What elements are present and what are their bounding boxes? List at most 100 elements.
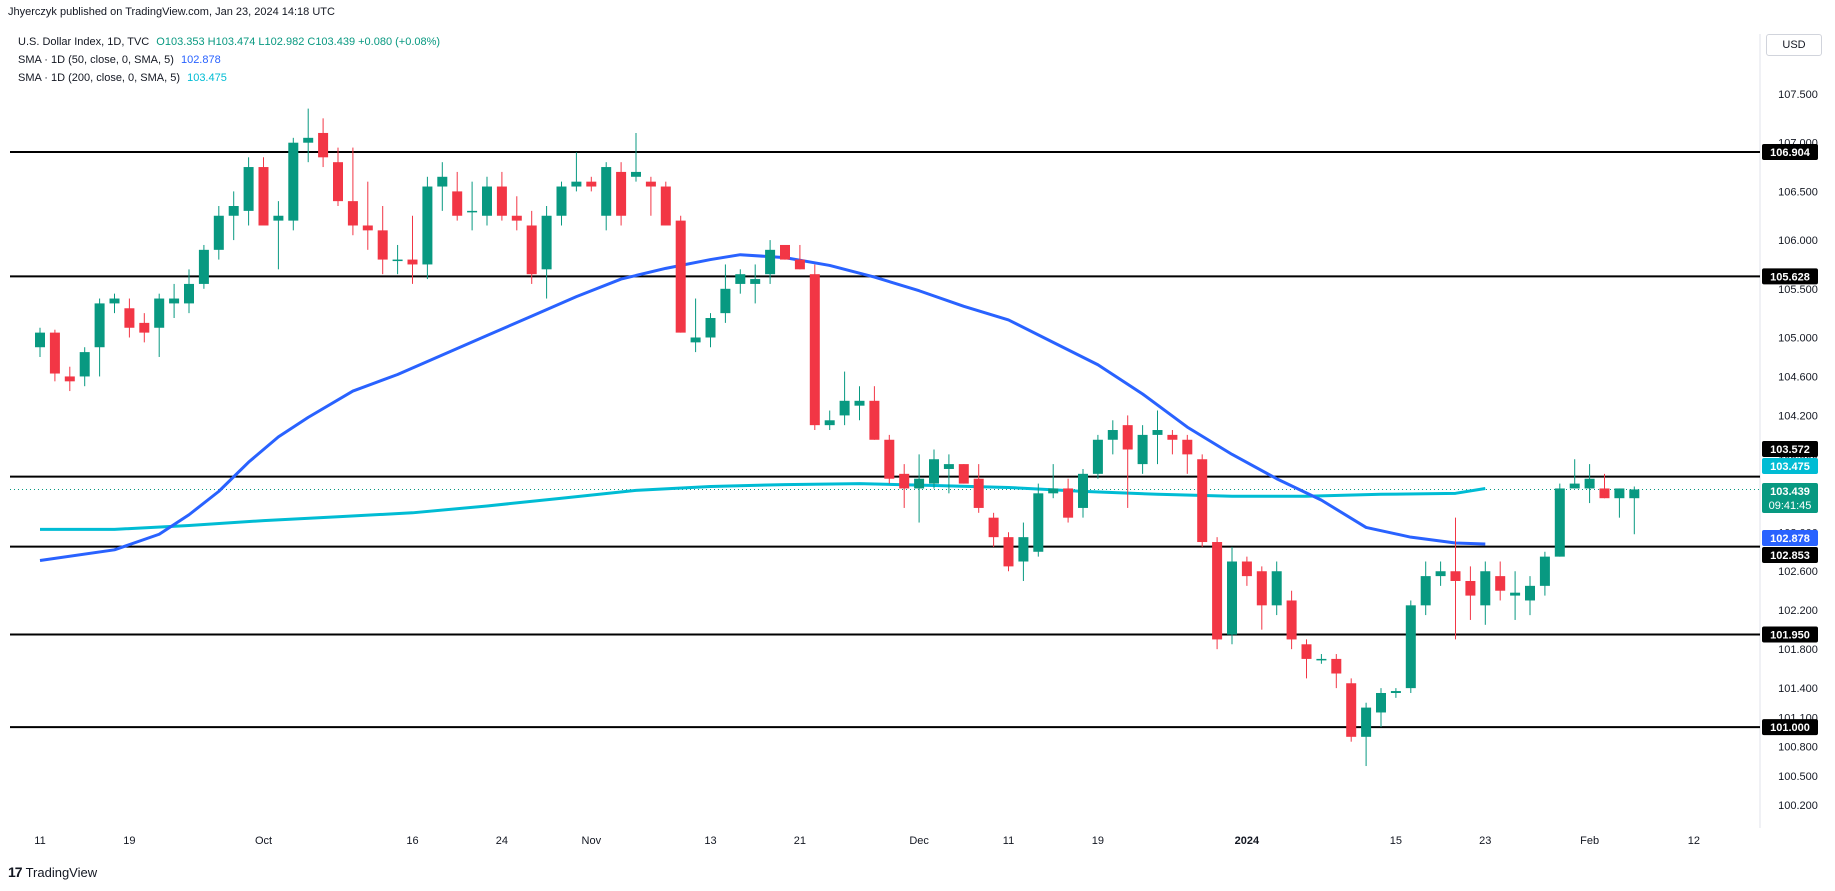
candle-72	[1107, 420, 1118, 455]
candle-1	[49, 329, 60, 382]
candle-24	[392, 244, 403, 275]
candle-body	[899, 473, 910, 489]
brand-name: TradingView	[25, 864, 98, 880]
candle-body	[422, 186, 433, 265]
candle-body	[914, 478, 925, 489]
price-label-text: 106.904	[1770, 147, 1811, 159]
candle-48	[750, 264, 761, 304]
candle-body	[1554, 488, 1565, 557]
candle-23	[377, 206, 388, 275]
candle-86	[1316, 654, 1327, 664]
sma200-value: 103.475	[187, 72, 227, 84]
candle-body	[1152, 430, 1163, 435]
footer-brand[interactable]: 17 TradingView	[8, 864, 97, 880]
candle-14	[243, 157, 254, 226]
candle-body	[824, 420, 835, 426]
y-tick-7: 104.200	[1778, 410, 1818, 422]
candle-43	[675, 215, 686, 333]
price-label-text: 103.475	[1770, 461, 1810, 473]
candle-107	[1629, 486, 1640, 535]
candle-77	[1182, 434, 1193, 474]
candle-79	[1212, 537, 1223, 650]
candle-34	[541, 206, 552, 299]
candle-65	[1003, 532, 1014, 572]
candle-body	[1405, 605, 1416, 689]
price-label-text: 105.628	[1770, 271, 1810, 283]
candle-body	[1569, 483, 1580, 489]
candle-body	[437, 176, 448, 187]
candle-body	[1614, 488, 1625, 499]
y-tick-12: 101.800	[1778, 644, 1818, 656]
candle-body	[1048, 488, 1059, 494]
candle-44	[690, 298, 701, 353]
tradingview-logo-icon: 17	[8, 864, 23, 880]
candle-body	[1167, 434, 1178, 440]
candle-38	[601, 162, 612, 231]
candle-body	[571, 181, 582, 187]
candle-body	[184, 283, 194, 304]
candle-10	[184, 269, 194, 314]
candle-73	[1122, 415, 1133, 508]
candle-body	[1197, 459, 1208, 543]
candle-body	[243, 167, 254, 211]
candle-body	[1539, 556, 1550, 586]
candle-88	[1346, 678, 1357, 742]
candle-96	[1465, 566, 1476, 620]
currency-button[interactable]: USD	[1766, 34, 1822, 56]
candle-body	[228, 206, 239, 216]
candle-53	[824, 410, 835, 431]
candle-9	[169, 283, 180, 319]
candle-41	[645, 176, 656, 216]
price-label-box	[1762, 626, 1818, 643]
sma50-label[interactable]: SMA · 1D (50, close, 0, SMA, 5)	[18, 54, 174, 66]
candle-body	[735, 274, 746, 284]
candle-body	[333, 162, 343, 202]
candle-body	[511, 215, 522, 221]
price-label-box	[1762, 458, 1818, 474]
candle-2	[64, 366, 75, 392]
candle-body	[1256, 571, 1267, 606]
sma200-label[interactable]: SMA · 1D (200, close, 0, SMA, 5)	[18, 72, 181, 84]
price-label-text: 103.439	[1770, 486, 1810, 498]
candle-59	[914, 454, 925, 523]
candle-body	[79, 352, 90, 377]
price-labels: 103.572 103.475 103.439 09:41:45 102.878 102.…	[1762, 144, 1818, 736]
candle-body	[601, 167, 612, 216]
candle-body	[809, 274, 820, 426]
candle-69	[1063, 478, 1074, 523]
price-label-5: 106.904	[1762, 144, 1818, 161]
candle-80	[1227, 546, 1237, 645]
candle-42	[660, 181, 671, 226]
candle-body	[1063, 488, 1074, 518]
candle-13	[228, 191, 239, 241]
symbol-name[interactable]: U.S. Dollar Index, 1D, TVC	[18, 36, 150, 48]
publish-header: Jhyerczyk published on TradingView.com, …	[8, 6, 335, 18]
price-label-text: 101.000	[1770, 722, 1810, 734]
candle-35	[556, 181, 567, 226]
candle-75	[1152, 410, 1163, 465]
candle-body	[1450, 571, 1461, 581]
candle-101	[1539, 551, 1550, 596]
candle-16	[273, 201, 284, 270]
candle-body	[973, 478, 984, 508]
x-tick-12: 15	[1390, 835, 1402, 847]
candle-body	[780, 244, 790, 260]
candle-body	[958, 464, 969, 484]
y-tick-0: 107.500	[1778, 89, 1818, 101]
price-label-box	[1762, 547, 1818, 563]
candle-body	[362, 225, 373, 231]
candle-20	[333, 147, 343, 207]
candle-body	[273, 215, 284, 221]
candle-body	[631, 171, 641, 177]
x-tick-11: 2024	[1235, 835, 1260, 847]
candle-30	[482, 176, 492, 226]
x-tick-3: 16	[406, 835, 418, 847]
candle-6	[124, 298, 135, 338]
candle-93	[1420, 561, 1431, 616]
y-tick-11: 102.200	[1778, 605, 1818, 617]
candle-99	[1510, 571, 1521, 620]
candle-27	[437, 162, 448, 211]
candle-81	[1241, 556, 1252, 586]
candle-33	[526, 210, 537, 284]
